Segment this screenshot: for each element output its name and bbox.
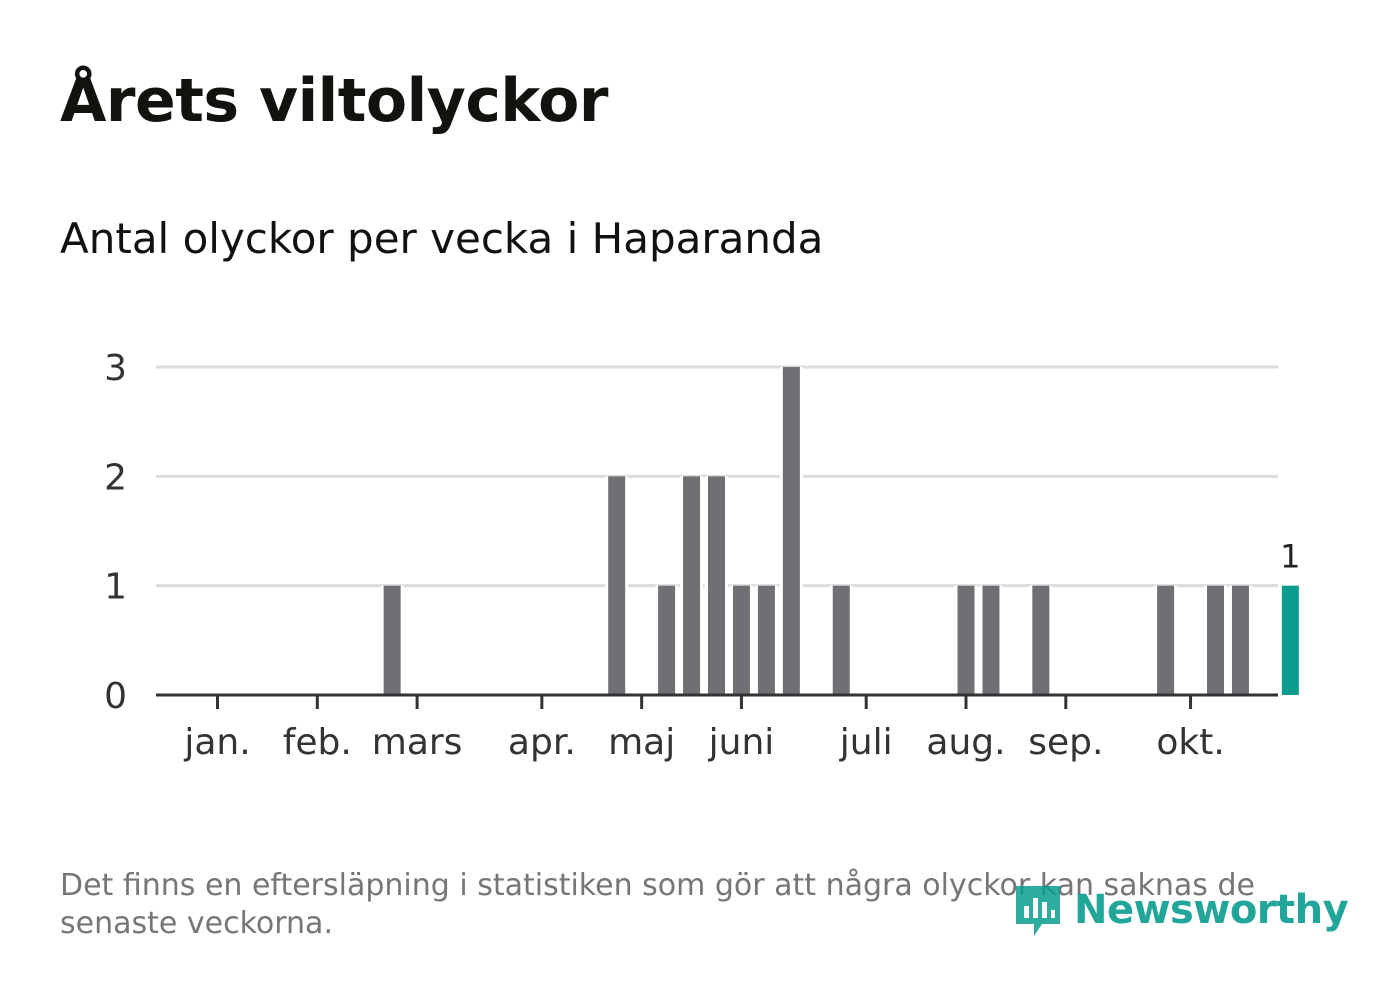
bar <box>732 585 750 695</box>
bar <box>708 476 725 695</box>
x-tick-label: maj <box>608 722 675 763</box>
bar <box>683 476 701 695</box>
bar <box>1032 585 1050 695</box>
x-tick-label: sep. <box>1028 722 1103 763</box>
x-tick-label: mars <box>372 722 463 763</box>
x-tick-label: okt. <box>1156 722 1224 763</box>
y-tick-label: 0 <box>104 676 127 717</box>
y-tick-label: 2 <box>104 457 127 498</box>
bar <box>383 585 401 695</box>
newsworthy-logo-text: Newsworthy <box>1074 887 1349 933</box>
highlight-data-label: 1 <box>1280 538 1300 576</box>
x-axis <box>156 693 1278 709</box>
y-tick-label: 1 <box>104 567 127 608</box>
x-tick-label: feb. <box>283 722 352 763</box>
x-tick-label: juni <box>708 722 775 763</box>
x-tick-label: aug. <box>926 722 1005 763</box>
chart-subtitle: Antal olyckor per vecka i Haparanda <box>60 214 824 263</box>
newsworthy-logo-icon <box>1016 886 1060 936</box>
bar <box>982 585 1000 695</box>
bar <box>608 476 626 695</box>
bars <box>380 367 1302 695</box>
bar <box>1207 585 1224 695</box>
bar <box>957 585 975 695</box>
chart-title: Årets viltolyckor <box>60 66 609 136</box>
newsworthy-logo: Newsworthy <box>1012 880 1349 940</box>
footnote: Det finns en eftersläpning i statistiken… <box>60 868 1255 941</box>
axis-labels: 0 1 2 3 1 jan. feb. mars apr. maj juni juli aug. sep.… <box>104 348 1300 763</box>
y-tick-label: 3 <box>104 348 127 389</box>
bar <box>658 585 676 695</box>
bar <box>832 585 850 695</box>
x-tick-label: jan. <box>183 722 250 763</box>
x-tick-label: apr. <box>508 722 576 763</box>
x-tick-label: juli <box>839 722 893 763</box>
bar <box>757 585 775 695</box>
bar-highlight <box>1281 585 1299 695</box>
bar <box>782 367 800 695</box>
bar <box>1157 585 1175 695</box>
bar <box>1231 585 1249 695</box>
